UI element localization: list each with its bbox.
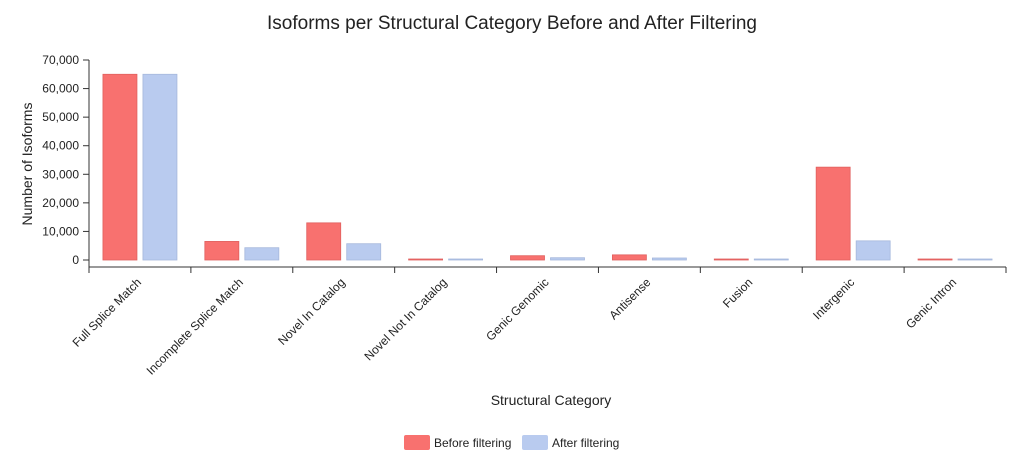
y-tick-label: 30,000 (42, 167, 79, 181)
y-tick-label: 40,000 (42, 139, 79, 153)
bars-group (102, 73, 993, 261)
bar-before-filtering[interactable] (815, 166, 851, 261)
bar-before-filtering[interactable] (408, 258, 444, 261)
bar-after-filtering[interactable] (448, 258, 484, 261)
y-tick-label: 0 (72, 253, 79, 267)
x-tick-label: Fusion (720, 275, 755, 310)
bar-before-filtering[interactable] (713, 258, 749, 261)
y-tick-label: 60,000 (42, 82, 79, 96)
x-tick-label: Genic Genomic (483, 275, 551, 343)
x-axis-ticks: Full Splice Match Incomplete Splice Match… (70, 267, 1007, 378)
y-tick-label: 10,000 (42, 224, 79, 238)
bar-before-filtering[interactable] (510, 255, 545, 261)
bar-after-filtering[interactable] (142, 73, 178, 261)
bar-before-filtering[interactable] (917, 258, 953, 261)
legend-swatch-after[interactable] (522, 435, 548, 450)
bar-after-filtering[interactable] (753, 258, 789, 261)
bar-after-filtering[interactable] (855, 240, 891, 261)
y-tick-label: 50,000 (42, 110, 79, 124)
x-tick-label: Novel In Catalog (275, 275, 348, 348)
legend: Before filtering After filtering (404, 435, 619, 450)
x-tick-label: Intergenic (810, 275, 857, 322)
y-tick-label: 20,000 (42, 196, 79, 210)
legend-label-before[interactable]: Before filtering (434, 436, 511, 450)
y-axis-ticks: 0 10,000 20,000 30,000 40,000 50,000 60,000 70,… (42, 53, 89, 267)
bar-after-filtering[interactable] (244, 247, 280, 261)
bar-after-filtering[interactable] (550, 257, 585, 261)
x-tick-label: Incomplete Splice Match (144, 275, 246, 377)
x-axis-title: Structural Category (491, 392, 612, 408)
bar-after-filtering[interactable] (346, 243, 382, 261)
bar-after-filtering[interactable] (957, 258, 993, 261)
bar-before-filtering[interactable] (102, 73, 138, 261)
legend-swatch-before[interactable] (404, 435, 430, 450)
legend-label-after[interactable]: After filtering (552, 436, 619, 450)
y-axis-title: Number of Isoforms (19, 103, 35, 226)
x-tick-label: Novel Not In Catalog (362, 275, 450, 363)
y-tick-label: 70,000 (42, 53, 79, 67)
bar-before-filtering[interactable] (306, 222, 342, 261)
bar-before-filtering[interactable] (611, 254, 647, 261)
bar-before-filtering[interactable] (204, 241, 240, 261)
chart-title: Isoforms per Structural Category Before … (267, 13, 757, 34)
x-tick-label: Antisense (606, 275, 653, 322)
x-tick-label: Genic Intron (903, 275, 959, 331)
x-tick-label: Full Splice Match (70, 275, 145, 350)
bar-after-filtering[interactable] (651, 257, 687, 261)
